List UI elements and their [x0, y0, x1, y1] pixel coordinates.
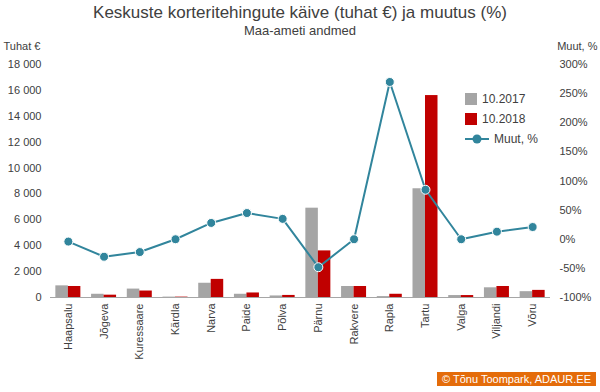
svg-text:Pärnu: Pärnu	[312, 304, 324, 333]
svg-text:12 000: 12 000	[8, 136, 42, 148]
svg-text:Narva: Narva	[205, 303, 217, 333]
html-text:10.2017: 10.2017	[482, 92, 526, 106]
svg-text:18 000: 18 000	[8, 58, 42, 70]
svg-text:16 000: 16 000	[8, 84, 42, 96]
svg-text:Jõgeva: Jõgeva	[98, 303, 110, 339]
svg-text:6 000: 6 000	[14, 213, 42, 225]
svg-text:Valga: Valga	[455, 303, 467, 331]
svg-text:Võru: Võru	[526, 304, 538, 327]
svg-text:50%: 50%	[560, 204, 582, 216]
svg-text:Tartu: Tartu	[419, 304, 431, 328]
svg-text:Põlva: Põlva	[276, 303, 288, 331]
svg-text:Kuressaare: Kuressaare	[133, 304, 145, 360]
svg-text:300%: 300%	[560, 58, 588, 70]
svg-text:250%: 250%	[560, 87, 588, 99]
html-text:10.2018: 10.2018	[482, 112, 526, 126]
svg-text:Kärdla: Kärdla	[169, 303, 181, 336]
html-text:Keskuste korteritehingute käiv: Keskuste korteritehingute käive (tuhat €…	[93, 3, 507, 22]
svg-text:4 000: 4 000	[14, 239, 42, 251]
html-text:© Tõnu Toompark, ADAUR.EE: © Tõnu Toompark, ADAUR.EE	[442, 373, 591, 385]
svg-text:Haapsalu: Haapsalu	[62, 304, 74, 350]
svg-text:0%: 0%	[560, 233, 576, 245]
svg-text:-50%: -50%	[560, 262, 586, 274]
svg-text:Muut, %: Muut, %	[557, 40, 598, 52]
html-text:Muut, %: Muut, %	[494, 132, 538, 146]
svg-text:200%: 200%	[560, 116, 588, 128]
svg-text:10 000: 10 000	[8, 162, 42, 174]
svg-text:2 000: 2 000	[14, 265, 42, 277]
svg-text:8 000: 8 000	[14, 187, 42, 199]
svg-text:Tuhat €: Tuhat €	[4, 40, 41, 52]
svg-text:Paide: Paide	[240, 304, 252, 332]
svg-text:Viljandi: Viljandi	[490, 304, 502, 339]
svg-text:Rapla: Rapla	[383, 303, 395, 333]
html-text:Maa-ameti andmed: Maa-ameti andmed	[244, 23, 356, 38]
svg-text:14 000: 14 000	[8, 110, 42, 122]
svg-text:100%: 100%	[560, 175, 588, 187]
svg-text:150%: 150%	[560, 145, 588, 157]
svg-text:Rakvere: Rakvere	[348, 304, 360, 345]
svg-text:0: 0	[35, 291, 41, 303]
svg-text:-100%: -100%	[560, 291, 592, 303]
